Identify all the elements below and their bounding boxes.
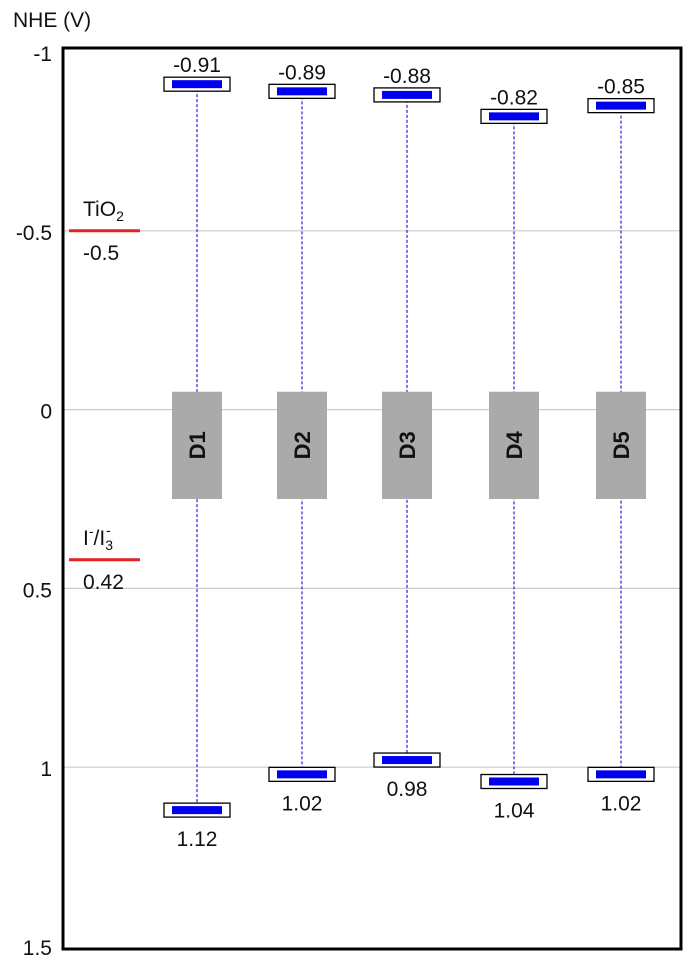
y-axis-label: NHE (V) [13, 9, 91, 32]
homo-value-label: 0.98 [387, 778, 428, 801]
homo-level-bar [172, 806, 222, 815]
reference-level-name-part: - [106, 522, 111, 538]
lumo-level-bar [277, 87, 327, 96]
y-tick-label: -0.5 [16, 222, 52, 245]
reference-level-name-part: 3 [105, 537, 113, 553]
lumo-value-label: -0.85 [597, 76, 645, 99]
dye-box [277, 391, 327, 499]
homo-value-label: 1.02 [282, 792, 323, 815]
lumo-value-label: -0.88 [383, 65, 431, 88]
homo-value-label: 1.02 [601, 792, 642, 815]
reference-level-name: TiO2 [83, 198, 124, 224]
lumo-value-label: -0.89 [278, 61, 326, 84]
dye-box [172, 391, 222, 499]
reference-level-name: I-/I3- [83, 522, 113, 553]
reference-level-value: -0.5 [83, 242, 119, 265]
lumo-level-bar [489, 112, 539, 121]
homo-level-bar [382, 756, 432, 765]
dye-label: D2 [290, 431, 315, 459]
dye-box [489, 391, 539, 499]
dye-label: D3 [395, 431, 420, 459]
dye-label: D1 [185, 431, 210, 459]
dye-box [382, 391, 432, 499]
homo-level-bar [277, 770, 327, 779]
dye-label: D5 [609, 431, 634, 459]
reference-level-value: 0.42 [83, 571, 124, 594]
reference-level-name-part: TiO [83, 198, 116, 221]
homo-level-bar [489, 777, 539, 786]
y-tick-label: 1.5 [23, 937, 52, 960]
homo-level-bar [596, 770, 646, 779]
y-tick-label: 0 [40, 401, 52, 424]
reference-level-name-part: I [83, 527, 89, 550]
homo-value-label: 1.12 [177, 828, 218, 851]
lumo-level-bar [596, 101, 646, 110]
reference-level-name-part: - [89, 523, 94, 539]
reference-level-name-part: 2 [116, 208, 124, 224]
lumo-value-label: -0.82 [490, 86, 538, 109]
lumo-level-bar [172, 80, 222, 89]
plot-frame [61, 46, 683, 951]
dye-box [596, 391, 646, 499]
reference-level-name-part: /I [94, 527, 106, 550]
y-tick-label: 0.5 [23, 579, 52, 602]
y-tick-label: -1 [33, 43, 52, 66]
dye-label: D4 [502, 431, 527, 460]
lumo-value-label: -0.91 [173, 54, 221, 77]
y-tick-label: 1 [40, 758, 52, 781]
lumo-level-bar [382, 90, 432, 99]
homo-value-label: 1.04 [494, 800, 535, 823]
